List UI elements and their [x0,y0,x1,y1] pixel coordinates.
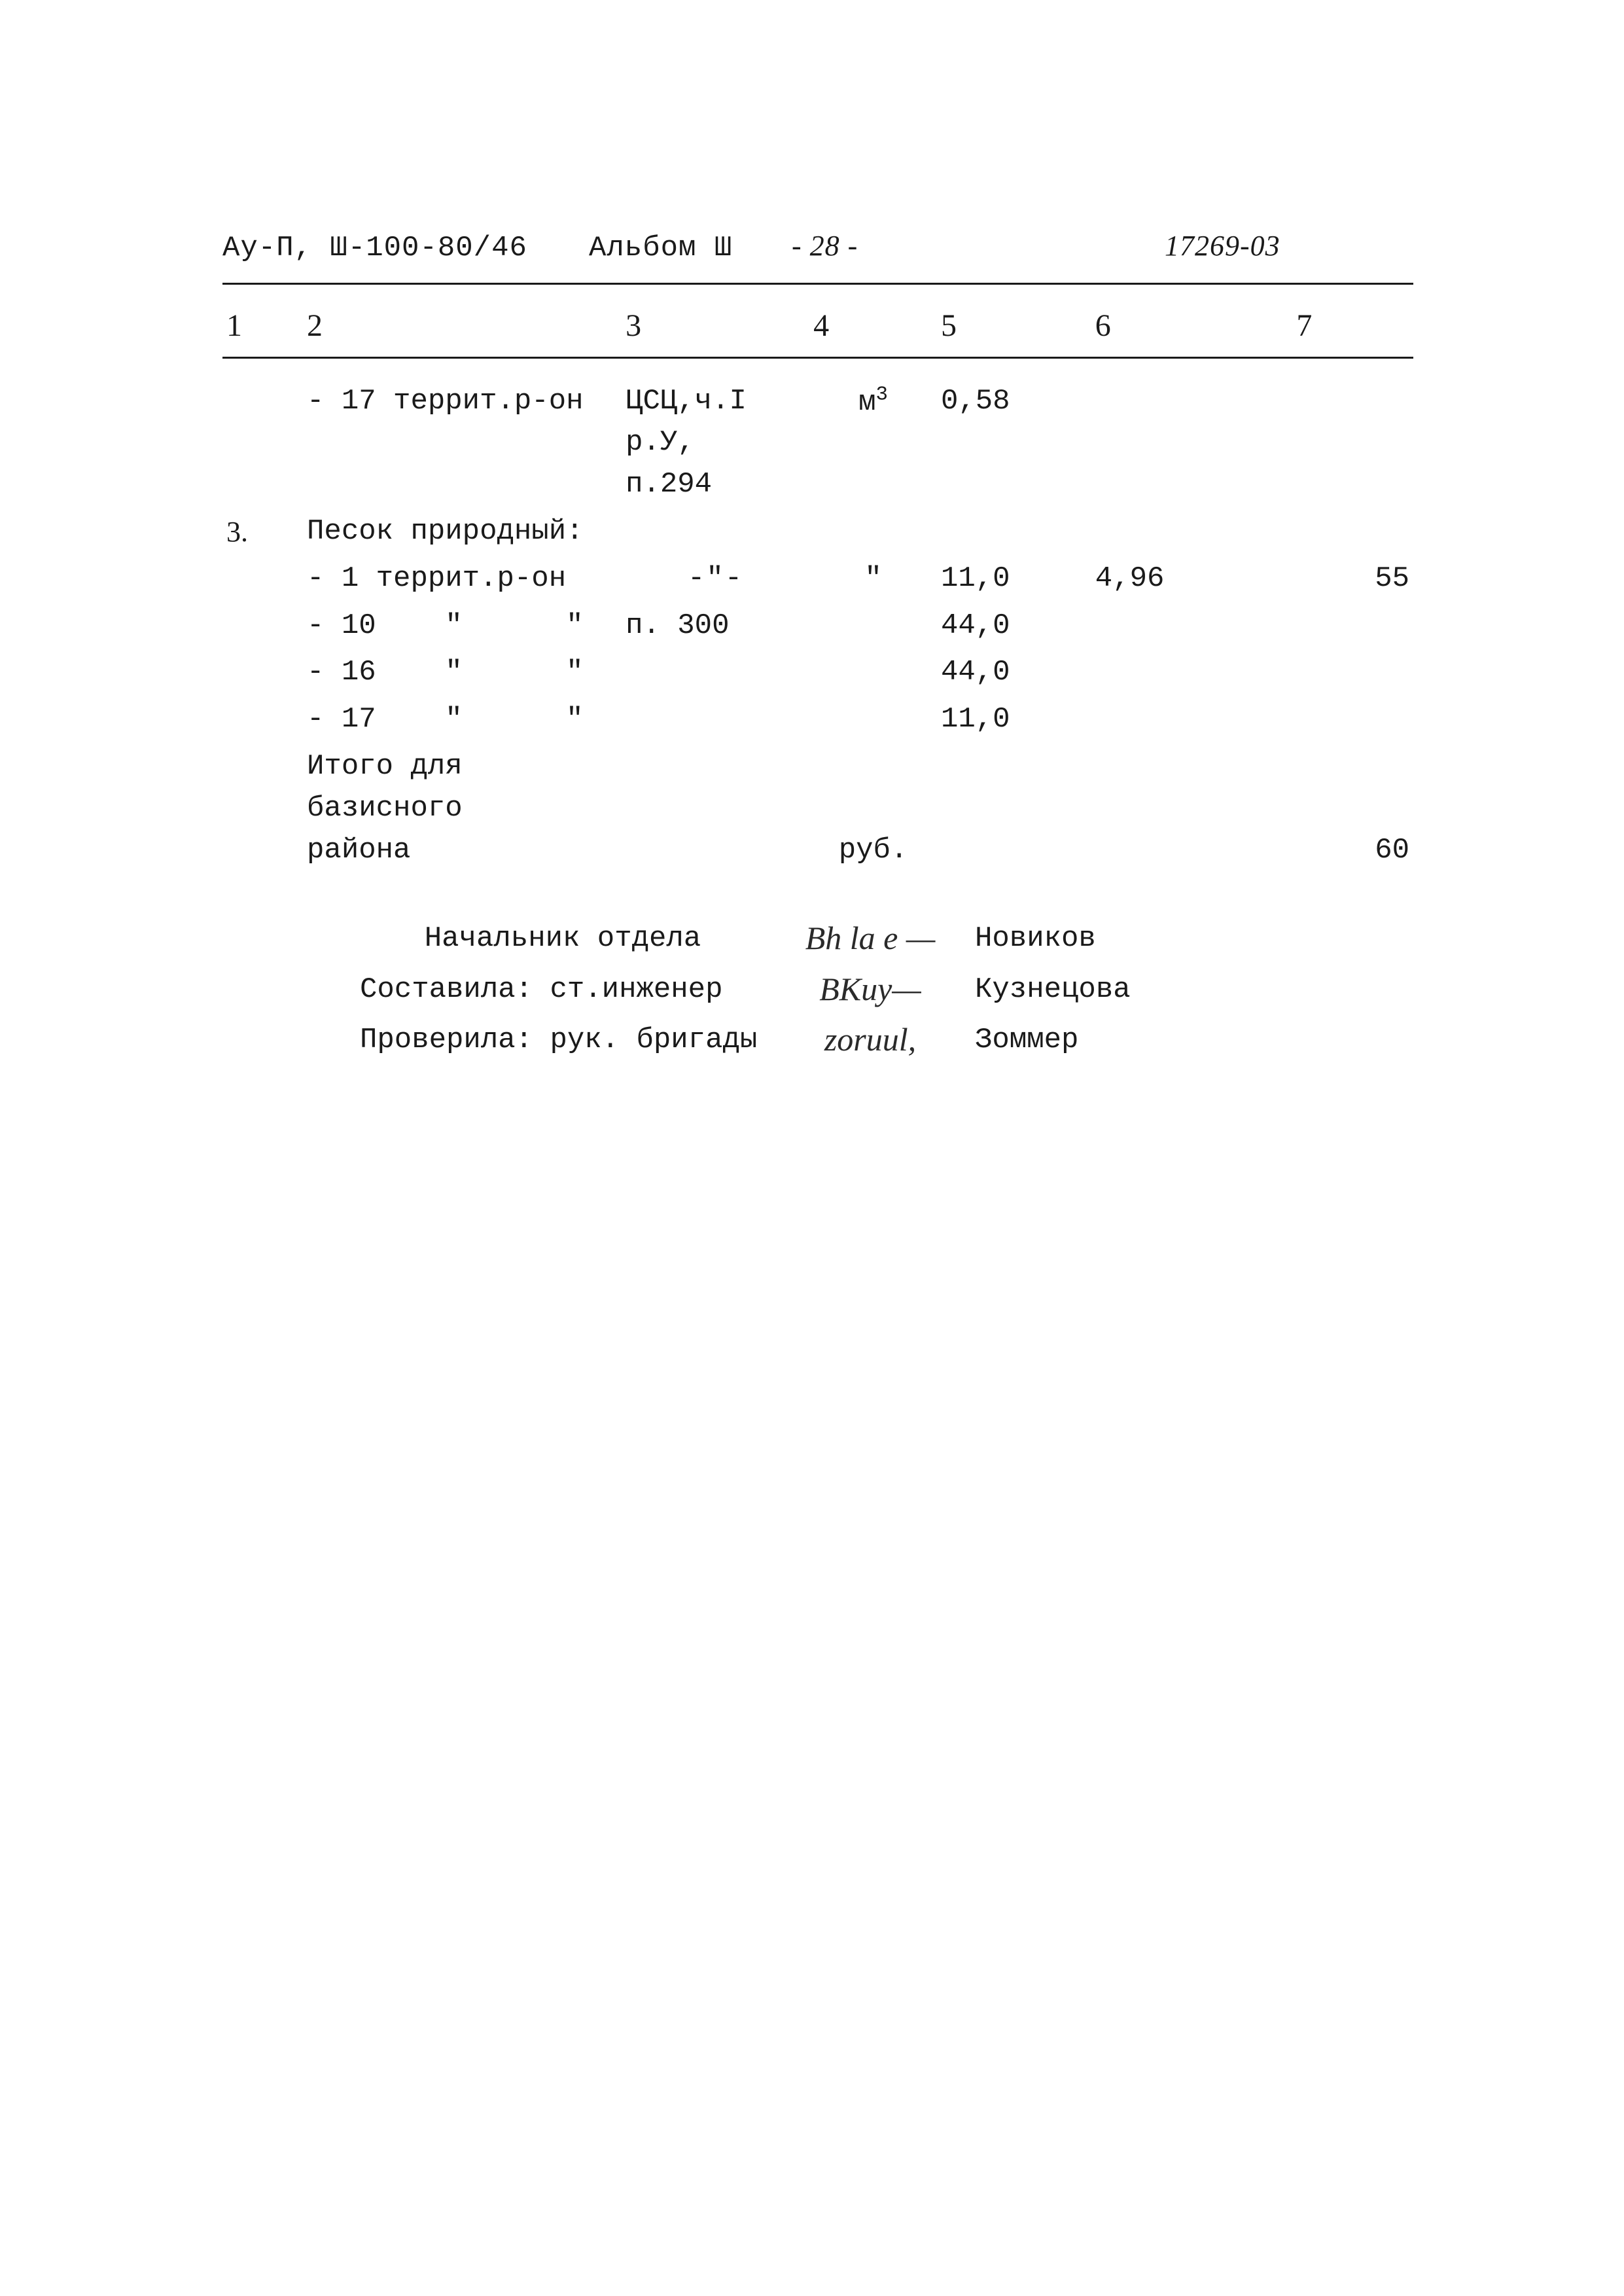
album-label: Альбом Ш [589,232,792,264]
cell-c2: - 1 террит.р-он [303,556,622,603]
cell-c5: 44,0 [937,603,1091,650]
cell-c6 [1091,649,1293,696]
doc-code: Ау-П, Ш-100-80/46 [222,232,589,264]
cell-c1 [222,649,303,696]
cell-c1 [222,603,303,650]
cell-c6 [1091,378,1293,509]
rule-top [222,283,1413,285]
cell-c7 [1292,509,1413,556]
col-header-1: 1 [222,300,303,351]
cell-c4 [809,696,937,744]
cell-c2: - 16 " " [303,649,622,696]
cell-c7 [1292,603,1413,650]
data-table: 1 2 3 4 5 6 7 [222,300,1413,351]
content-area: Ау-П, Ш-100-80/46 Альбом Ш - 28 - 17269-… [222,229,1413,1066]
cell-c5: 0,58 [937,378,1091,509]
col-header-3: 3 [622,300,809,351]
cell-c5 [937,744,1091,874]
cell-c5: 44,0 [937,649,1091,696]
signature-scribble: BKuy— [766,964,975,1015]
table-row: - 17 террит.р-он ЦСЦ,ч.I р.У, п.294 м3 0… [222,378,1413,509]
cell-c4 [809,603,937,650]
cell-c6 [1091,744,1293,874]
col-header-7: 7 [1292,300,1413,351]
cell-c3 [622,509,809,556]
cell-c4: " [809,556,937,603]
cell-c4: м3 [809,378,937,509]
table-row: Итого для базисного района руб. 60 [222,744,1413,874]
page-number: - 28 - [792,229,962,262]
signature-row: Начальник отдела Bh la e — Новиков [360,913,1413,964]
ref-number: 17269-03 [962,229,1413,262]
cell-c1: 3. [222,509,303,556]
page: Ау-П, Ш-100-80/46 Альбом Ш - 28 - 17269-… [0,0,1624,2296]
signature-row: Составила: ст.инженер BKuy— Кузнецова [360,964,1413,1015]
signature-role: Составила: ст.инженер [360,967,766,1012]
cell-c7 [1292,649,1413,696]
signature-name: Новиков [975,916,1184,961]
document-header: Ау-П, Ш-100-80/46 Альбом Ш - 28 - 17269-… [222,229,1413,264]
cell-c6: 4,96 [1091,556,1293,603]
table-row: - 17 " " 11,0 [222,696,1413,744]
signature-scribble: Bh la e — [766,913,975,964]
signature-row: Проверила: рук. бригады zoruul, Зоммер [360,1014,1413,1066]
table-row: - 1 террит.р-он -"- " 11,0 4,96 55 [222,556,1413,603]
cell-c2: - 17 террит.р-он [303,378,622,509]
cell-c5: 11,0 [937,696,1091,744]
cell-c3 [622,744,809,874]
col-header-5: 5 [937,300,1091,351]
table-row: - 10 " " п. 300 44,0 [222,603,1413,650]
signature-role: Начальник отдела [360,916,766,961]
cell-c6 [1091,696,1293,744]
signatures-block: Начальник отдела Bh la e — Новиков Соста… [360,913,1413,1066]
cell-c1 [222,744,303,874]
signature-name: Зоммер [975,1018,1184,1062]
cell-c7 [1292,378,1413,509]
cell-c7 [1292,696,1413,744]
col-header-6: 6 [1091,300,1293,351]
cell-c3 [622,649,809,696]
cell-c3: -"- [622,556,809,603]
signature-role: Проверила: рук. бригады [360,1018,766,1062]
table-row: 3. Песок природный: [222,509,1413,556]
cell-c2: - 17 " " [303,696,622,744]
cell-c3: ЦСЦ,ч.I р.У, п.294 [622,378,809,509]
cell-c2: Песок природный: [303,509,622,556]
cell-c6 [1091,603,1293,650]
cell-c1 [222,696,303,744]
data-table-body: - 17 террит.р-он ЦСЦ,ч.I р.У, п.294 м3 0… [222,378,1413,874]
cell-c4 [809,509,937,556]
cell-c3: п. 300 [622,603,809,650]
unit-m3: м3 [858,386,888,419]
cell-c4 [809,649,937,696]
cell-c2: - 10 " " [303,603,622,650]
signature-scribble: zoruul, [766,1014,975,1066]
cell-c1 [222,556,303,603]
signature-name: Кузнецова [975,967,1184,1012]
cell-c2: Итого для базисного района [303,744,622,874]
table-head: 1 2 3 4 5 6 7 [222,300,1413,351]
cell-c4: руб. [809,744,937,874]
cell-c6 [1091,509,1293,556]
cell-c3 [622,696,809,744]
rule-under-header [222,357,1413,359]
cell-c7: 55 [1292,556,1413,603]
table-row: - 16 " " 44,0 [222,649,1413,696]
cell-c5: 11,0 [937,556,1091,603]
col-header-4: 4 [809,300,937,351]
cell-c5 [937,509,1091,556]
cell-c1 [222,378,303,509]
cell-c7: 60 [1292,744,1413,874]
col-header-2: 2 [303,300,622,351]
